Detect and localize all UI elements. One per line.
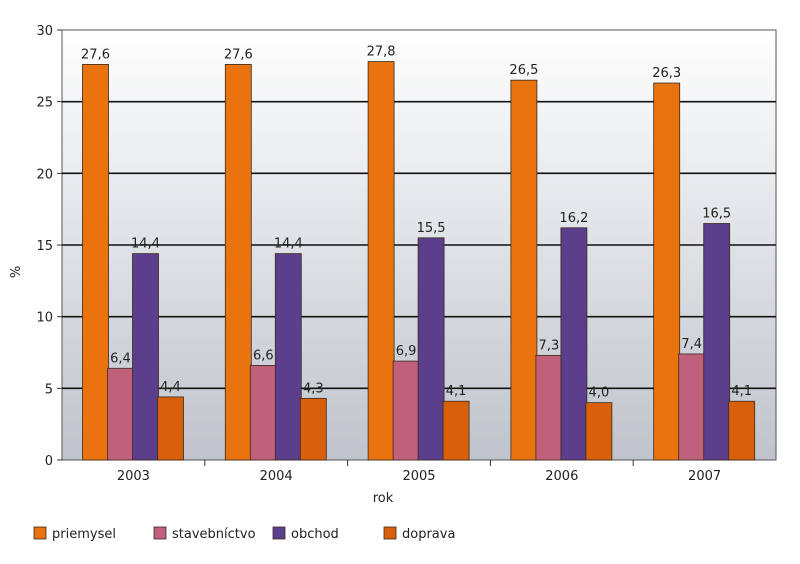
data-label: 16,2 (559, 211, 588, 226)
bar-doprava-2006 (585, 402, 613, 461)
legend-label: stavebníctvo (172, 527, 256, 542)
bar-doprava-2004 (299, 397, 327, 461)
bar-obchod-2003 (132, 253, 159, 461)
data-label: 14,4 (274, 237, 303, 252)
legend-swatch (383, 526, 397, 540)
legend-swatch (272, 526, 286, 540)
bar-priemysel-2007 (653, 82, 681, 461)
x-tick-label: 2006 (545, 469, 578, 484)
x-tick-label: 2003 (117, 469, 150, 484)
legend-label: priemysel (52, 527, 116, 542)
x-tick-label: 2007 (688, 469, 721, 484)
y-axis-label: % (9, 266, 24, 278)
bar-stavebníctvo-2007 (678, 353, 706, 461)
bar-stavebníctvo-2004 (249, 364, 277, 461)
y-tick-label: 30 (36, 24, 53, 39)
data-label: 6,6 (253, 348, 274, 363)
data-label: 7,4 (681, 337, 702, 352)
bar-doprava-2007 (728, 400, 756, 461)
y-tick-label: 25 (36, 96, 53, 111)
y-tick-label: 10 (36, 311, 53, 326)
data-labels: 27,6 6,4 14,4 4,4 27,6 6,6 14,4 4,3 27,8 6,9 15,5 4… (81, 45, 752, 401)
data-label: 4,3 (303, 381, 324, 396)
y-tick-label: 15 (36, 239, 53, 254)
x-tick-label: 2004 (260, 469, 293, 484)
bar-priemysel-2003 (82, 64, 109, 461)
bar-priemysel-2005 (367, 61, 395, 461)
data-label: 27,6 (224, 47, 253, 62)
x-tick-label: 2005 (402, 469, 435, 484)
data-label: 6,9 (396, 344, 417, 359)
y-tick-label: 5 (45, 382, 53, 397)
data-label: 6,4 (110, 351, 131, 366)
data-label: 27,8 (367, 45, 396, 60)
legend-item-doprava: doprava (383, 526, 455, 542)
bar-stavebníctvo-2006 (535, 354, 563, 461)
axes: 0 5 10 15 20 25 30 2003 2004 2005 2006 2007 (36, 24, 721, 484)
legend-swatch (33, 526, 47, 540)
y-tick-label: 20 (36, 167, 53, 182)
legend-label: obchod (291, 527, 339, 542)
y-tick-label: 0 (45, 454, 53, 469)
data-label: 14,4 (131, 237, 160, 252)
data-label: 15,5 (417, 221, 446, 236)
data-label: 26,3 (652, 66, 681, 81)
data-label: 4,1 (731, 384, 752, 399)
legend-swatch (153, 526, 167, 540)
bar-obchod-2005 (417, 237, 445, 461)
bars (82, 61, 756, 461)
data-label: 7,3 (539, 338, 560, 353)
legend-item-obchod: obchod (272, 526, 339, 542)
bar-priemysel-2006 (510, 79, 538, 461)
bar-obchod-2004 (274, 253, 302, 461)
bar-priemysel-2004 (224, 64, 252, 461)
data-label: 4,0 (589, 386, 610, 401)
bar-obchod-2006 (560, 227, 588, 461)
bar-stavebníctvo-2005 (392, 360, 420, 461)
legend-item-stavebníctvo: stavebníctvo (153, 526, 256, 542)
data-label: 26,5 (509, 63, 538, 78)
legend-item-priemysel: priemysel (33, 526, 116, 542)
bar-stavebníctvo-2003 (107, 367, 134, 461)
data-label: 16,5 (702, 207, 731, 222)
legend-label: doprava (402, 527, 455, 542)
x-axis-label: rok (373, 491, 394, 506)
data-label: 4,1 (446, 384, 467, 399)
legend: priemysel stavebníctvo obchod doprava (33, 526, 455, 542)
data-label: 27,6 (81, 47, 110, 62)
bar-doprava-2003 (157, 396, 184, 461)
data-label: 4,4 (160, 380, 181, 395)
bar-obchod-2007 (703, 223, 731, 461)
bar-doprava-2005 (442, 400, 470, 461)
